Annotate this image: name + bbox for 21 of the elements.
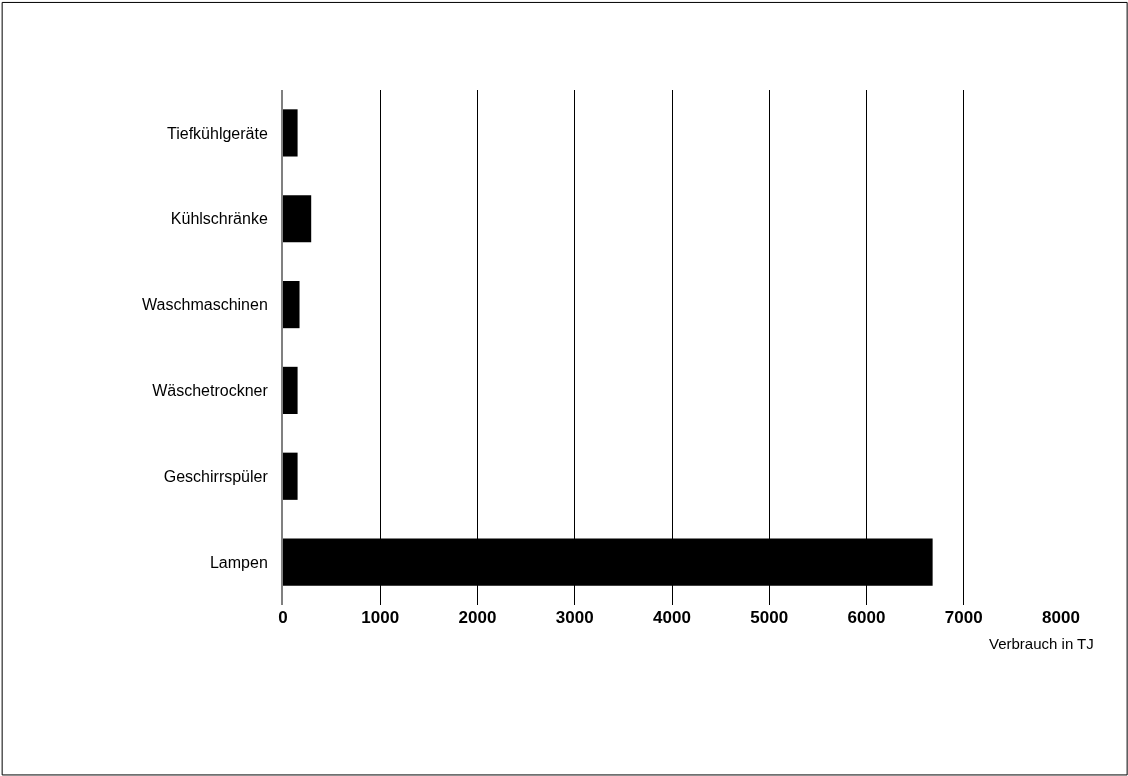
x-tick-label: 5000 [750,608,789,627]
x-tick-label: 8000 [1042,608,1080,627]
bar [283,195,312,243]
bar [283,366,298,415]
bar [283,109,298,157]
x-tick-label: 6000 [847,608,886,627]
x-tick-label: 3000 [555,608,594,627]
y-tick-label: Tiefkühlgeräte [167,124,268,142]
y-tick-label: Waschmaschinen [142,296,268,314]
x-tick-label: 0 [278,608,288,627]
bar [283,452,298,500]
x-tick-label: 4000 [653,608,691,627]
x-tick-label: 2000 [458,608,497,627]
x-tick-label: 7000 [944,608,983,627]
x-axis-title: Verbrauch in TJ [989,635,1094,652]
y-tick-label: Wäschetrockner [152,382,269,400]
x-tick-label: 1000 [361,608,400,627]
bar [283,280,300,329]
y-tick-label: Kühlschränke [170,210,268,228]
y-tick-label: Geschirrspüler [163,467,269,485]
y-tick-label: Lampen [209,553,268,571]
